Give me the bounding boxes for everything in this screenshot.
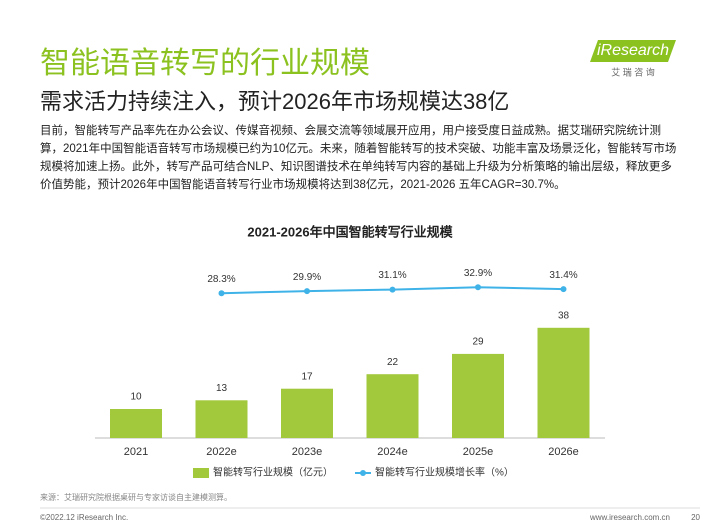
- bar-label: 17: [301, 371, 313, 382]
- line-point: [475, 284, 481, 291]
- logo-shape: [590, 40, 676, 62]
- line-point: [560, 286, 567, 293]
- bar-label: 22: [387, 357, 399, 368]
- bar-label: 38: [558, 310, 570, 321]
- legend-swatch-dot: [360, 470, 366, 476]
- url: www.iresearch.com.cn: [589, 513, 670, 522]
- line-point: [304, 288, 310, 295]
- line-label: 28.3%: [207, 274, 235, 285]
- slide-title: 智能语音转写的行业规模: [40, 47, 370, 80]
- line-label: 31.4%: [549, 270, 577, 281]
- x-tick-label: 2024e: [377, 446, 408, 458]
- body-text: 目前，智能转写产品率先在办公会议、传媒音视频、会展交流等领域展开应用，用户接受度…: [40, 125, 677, 191]
- line-point: [218, 290, 225, 297]
- slide-subtitle: 需求活力持续注入，预计2026年市场规模达38亿: [40, 89, 510, 114]
- x-tick-label: 2026e: [548, 446, 579, 458]
- x-tick-label: 2021: [124, 446, 148, 458]
- bar-label: 13: [216, 383, 228, 394]
- bar-label: 10: [130, 392, 142, 403]
- logo-sub: 艾 瑞 咨 询: [611, 66, 655, 77]
- line-label: 32.9%: [464, 268, 492, 279]
- bar: [281, 388, 333, 438]
- bar-label: 29: [472, 337, 484, 348]
- line-point: [389, 286, 396, 293]
- chart-title: 2021-2026年中国智能转写行业规模: [247, 224, 453, 239]
- x-tick-label: 2022e: [206, 446, 237, 458]
- line-label: 31.1%: [378, 270, 406, 281]
- x-tick-label: 2023e: [292, 446, 323, 458]
- bar: [452, 353, 504, 438]
- source: 来源：艾瑞研究院根据桌研与专家访谈自主建模测算。: [40, 492, 232, 502]
- bar: [195, 400, 248, 438]
- logo: iResearch: [597, 42, 669, 59]
- copyright: ©2022.12 iResearch Inc.: [40, 513, 128, 522]
- bar: [110, 409, 162, 438]
- legend-label: 智能转写行业规模（亿元）: [213, 466, 333, 479]
- bar: [366, 374, 419, 438]
- bar: [537, 327, 590, 438]
- legend-label: 智能转写行业规模增长率（%）: [375, 466, 514, 479]
- legend-swatch: [193, 468, 209, 478]
- x-tick-label: 2025e: [463, 446, 494, 458]
- page-number: 20: [691, 513, 700, 522]
- line-label: 29.9%: [293, 272, 321, 283]
